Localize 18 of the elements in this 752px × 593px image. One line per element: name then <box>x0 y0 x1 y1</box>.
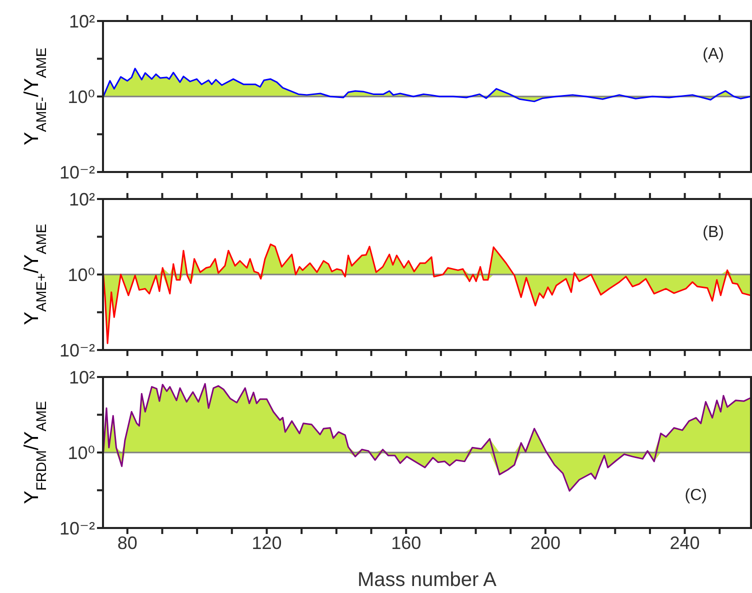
y-tick-label: 10² <box>68 189 96 210</box>
annotation: (B) <box>702 224 724 242</box>
y-tick-label: 10⁻² <box>59 162 95 182</box>
y-tick-label: 10⁰ <box>68 86 95 107</box>
annotation: (A) <box>702 46 724 64</box>
y-tick-label: 10⁰ <box>68 264 95 285</box>
x-tick-label: 120 <box>252 532 282 553</box>
y-tick-label: 10⁰ <box>68 442 95 463</box>
y-tick-label: 10² <box>68 11 96 32</box>
y-tick-label: 10⁻² <box>59 518 95 538</box>
y-tick-label: 10² <box>68 367 96 388</box>
x-axis-title: Mass number A <box>358 569 498 591</box>
x-tick-label: 200 <box>530 532 560 553</box>
x-tick-label: 240 <box>670 532 700 553</box>
annotation: (C) <box>684 487 707 505</box>
x-tick-label: 160 <box>391 532 422 553</box>
x-tick-label: 80 <box>117 532 138 553</box>
y-tick-label: 10⁻² <box>59 340 95 360</box>
